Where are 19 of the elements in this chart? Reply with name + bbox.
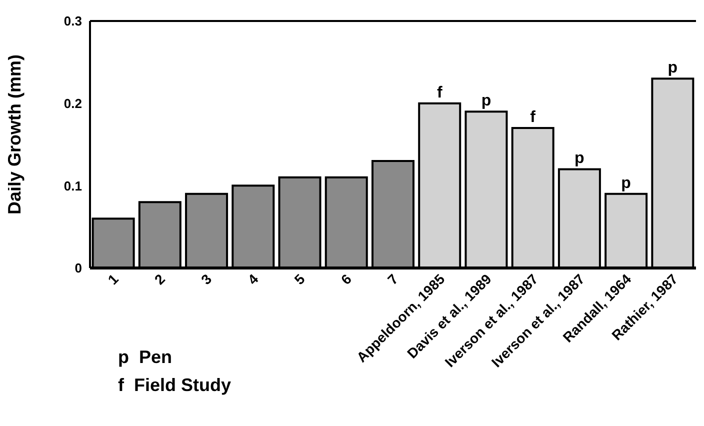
- data-label: f: [436, 84, 443, 102]
- text: p Pen: [118, 346, 174, 369]
- x-tick-label: 5: [291, 270, 308, 288]
- y-tick-label: 0.3: [64, 14, 82, 29]
- data-label: p: [574, 150, 585, 168]
- x-tick-label: 1: [104, 270, 122, 288]
- data-label: p: [621, 174, 632, 192]
- y-tick-label: 0.2: [64, 96, 82, 111]
- x-tick-label: 7: [384, 270, 402, 288]
- x-tick-label: 2: [151, 270, 168, 288]
- x-tick-label: 6: [338, 270, 355, 288]
- data-label: p: [481, 92, 492, 110]
- y-tick-label: 0.1: [64, 178, 82, 194]
- data-label: p: [668, 60, 678, 77]
- data-label: f: [530, 109, 536, 126]
- x-tick-label: 3: [198, 270, 215, 288]
- y-tick-label: 0: [74, 260, 82, 276]
- text: f Field Study: [118, 374, 232, 397]
- x-tick-label: 4: [244, 270, 262, 288]
